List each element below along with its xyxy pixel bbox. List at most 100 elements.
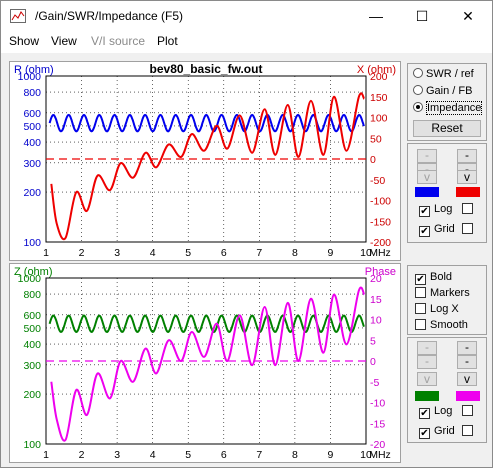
bottom-right-color-swatch[interactable]	[456, 391, 480, 401]
menu-show[interactable]: Show	[9, 34, 40, 48]
bottom-right-mid-button[interactable]: -	[457, 355, 477, 369]
minimize-button[interactable]: —	[369, 8, 383, 24]
left-tick-label: 500	[23, 121, 41, 133]
mode-swr-radio[interactable]: SWR / ref	[413, 68, 474, 80]
logx-checkbox[interactable]: Log X	[415, 303, 459, 315]
series-line-right	[50, 92, 366, 241]
maximize-button[interactable]: ☐	[415, 8, 429, 24]
top-grid-check[interactable]: ✔	[419, 226, 430, 237]
bottom-log-right-check[interactable]	[462, 405, 473, 416]
x-tick-label: 1	[43, 449, 49, 461]
left-tick-label: 200	[23, 389, 41, 401]
x-tick-label: 5	[185, 449, 191, 461]
title-bar[interactable]: /Gain/SWR/Impedance (F5) — ☐ ✕	[1, 1, 492, 31]
top-log-check[interactable]: ✔	[419, 206, 430, 217]
top-right-color-swatch[interactable]	[456, 187, 480, 197]
top-left-down-button[interactable]: v	[417, 170, 437, 184]
markers-checkbox[interactable]: Markers	[415, 287, 470, 299]
menu-view[interactable]: View	[51, 34, 77, 48]
top-log-label: Log	[434, 203, 453, 215]
bottom-chart-panel: Z (ohm) Phase 1000 800 600 500 400 300 200 100 20 1…	[9, 263, 401, 463]
markers-label: Markers	[430, 287, 470, 299]
smooth-label: Smooth	[430, 319, 468, 331]
radio-gain[interactable]	[413, 85, 423, 95]
reset-button[interactable]: Reset	[413, 120, 481, 137]
left-axis-label: R (ohm)	[14, 64, 54, 76]
bottom-grid-checkbox[interactable]: ✔ Grid	[419, 425, 455, 439]
x-tick-label: 8	[292, 247, 298, 259]
x-tick-label: 4	[150, 247, 156, 259]
x-axis-label: MHz	[369, 247, 391, 259]
bottom-log-right-checkbox[interactable]	[462, 405, 477, 417]
x-tick-label: 9	[328, 247, 334, 259]
bottom-grid-right-checkbox[interactable]	[462, 425, 477, 437]
right-tick-label: 0	[370, 356, 376, 368]
logx-check[interactable]	[415, 303, 426, 314]
right-tick-label: 0	[370, 154, 376, 166]
top-log-right-check[interactable]	[462, 203, 473, 214]
right-tick-label: 200	[370, 71, 388, 83]
bold-check[interactable]: ✔	[415, 274, 426, 285]
x-tick-label: 1	[43, 247, 49, 259]
right-tick-label: 15	[370, 294, 382, 306]
x-axis-label: MHz	[369, 449, 391, 461]
mode-gain-radio[interactable]: Gain / FB	[413, 85, 472, 97]
top-right-down-button[interactable]: v	[457, 170, 477, 184]
smooth-checkbox[interactable]: Smooth	[415, 319, 468, 331]
bottom-left-mid-button[interactable]: -	[417, 355, 437, 369]
top-log-checkbox[interactable]: ✔ Log	[419, 203, 452, 217]
impedance-zphase-chart: Z (ohm) Phase1000800600500400300200100201…	[14, 266, 396, 461]
mode-impedance-radio[interactable]: Impedance	[413, 101, 483, 115]
bottom-right-down-button[interactable]: v	[457, 372, 477, 386]
top-log-right-checkbox[interactable]	[462, 203, 477, 215]
x-tick-label: 10	[360, 449, 372, 461]
menu-plot[interactable]: Plot	[157, 34, 178, 48]
x-tick-label: 2	[79, 449, 85, 461]
radio-impedance[interactable]	[413, 102, 423, 112]
right-tick-label: -20	[370, 439, 385, 451]
bold-checkbox[interactable]: ✔ Bold	[415, 271, 452, 285]
bold-label: Bold	[430, 271, 453, 283]
top-grid-checkbox[interactable]: ✔ Grid	[419, 223, 455, 237]
right-tick-label: -200	[370, 237, 391, 249]
top-grid-right-check[interactable]	[462, 223, 473, 234]
x-tick-label: 8	[292, 449, 298, 461]
bottom-left-down-button[interactable]: v	[417, 372, 437, 386]
menu-vi-source[interactable]: V/I source	[91, 34, 146, 48]
smooth-check[interactable]	[415, 319, 426, 330]
logx-label: Log X	[430, 303, 459, 315]
right-tick-label: -10	[370, 398, 385, 410]
close-button[interactable]: ✕	[462, 8, 474, 24]
left-tick-label: 400	[23, 339, 41, 351]
radio-swr[interactable]	[413, 68, 423, 78]
bottom-grid-right-check[interactable]	[462, 425, 473, 436]
mode-group	[407, 63, 487, 141]
mode-impedance-label: Impedance	[426, 101, 483, 115]
bottom-log-checkbox[interactable]: ✔ Log	[419, 405, 452, 419]
left-tick-label: 100	[23, 237, 41, 249]
left-tick-label: 400	[23, 137, 41, 149]
left-tick-label: 800	[23, 87, 41, 99]
bottom-log-check[interactable]: ✔	[419, 408, 430, 419]
left-tick-label: 1000	[18, 273, 42, 285]
chart-title: bev80_basic_fw.out	[150, 62, 263, 76]
right-tick-label: 5	[370, 335, 376, 347]
bottom-left-color-swatch[interactable]	[415, 391, 439, 401]
right-tick-label: 10	[370, 315, 382, 327]
x-tick-label: 10	[360, 247, 372, 259]
bottom-left-up-button[interactable]: -	[417, 341, 437, 355]
window-title: /Gain/SWR/Impedance (F5)	[35, 9, 184, 23]
top-left-color-swatch[interactable]	[415, 187, 439, 197]
right-tick-label: -15	[370, 418, 385, 430]
markers-check[interactable]	[415, 287, 426, 298]
bottom-axis-controls	[407, 337, 487, 443]
left-tick-label: 500	[23, 323, 41, 335]
top-chart-panel: bev80_basic_fw.out R (ohm) X (ohm) 1000 800 6…	[9, 61, 401, 261]
top-right-up-button[interactable]: -	[457, 149, 477, 163]
top-grid-right-checkbox[interactable]	[462, 223, 477, 235]
bottom-right-up-button[interactable]: -	[457, 341, 477, 355]
right-tick-label: -5	[370, 377, 379, 389]
left-tick-label: 200	[23, 187, 41, 199]
top-left-up-button[interactable]: -	[417, 149, 437, 163]
bottom-grid-check[interactable]: ✔	[419, 428, 430, 439]
